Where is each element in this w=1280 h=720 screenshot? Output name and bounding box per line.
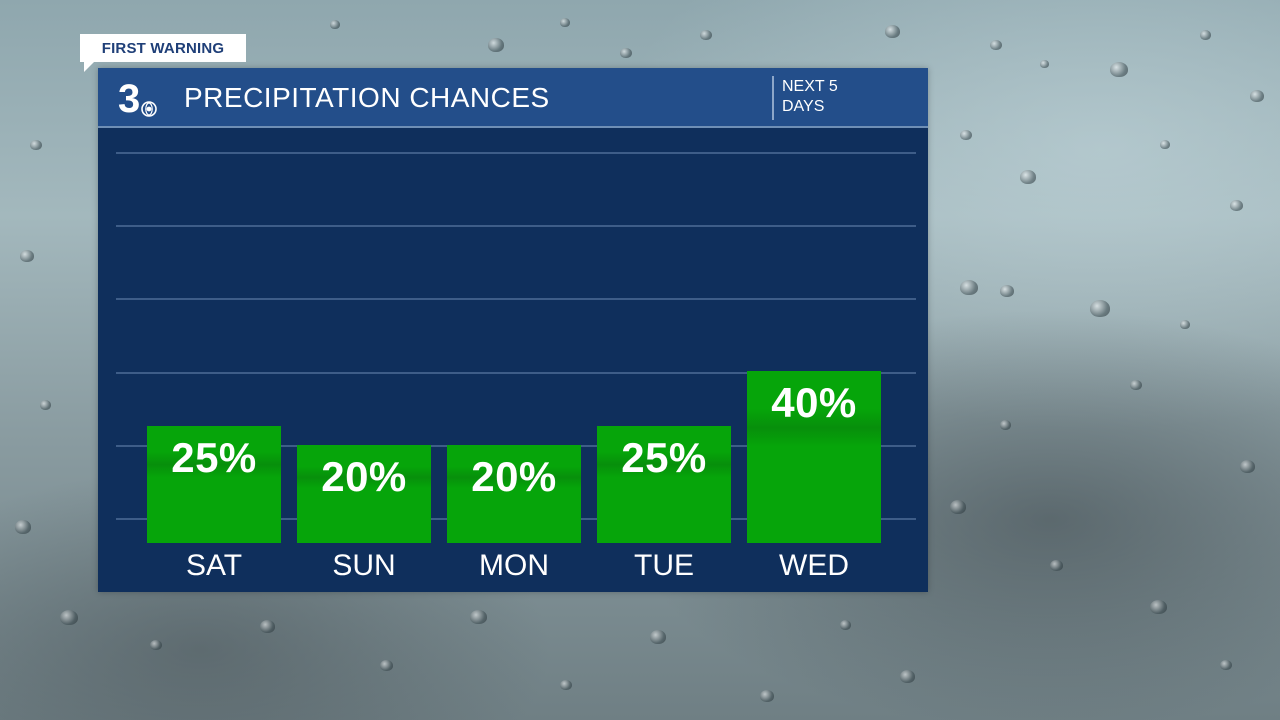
- day-label-sun: SUN: [332, 549, 396, 582]
- panel-header: 3 PRECIPITATION CHANCES NEXT 5 DAYS: [98, 68, 928, 128]
- chart-title: PRECIPITATION CHANCES: [184, 82, 550, 113]
- day-label-mon: MON: [479, 549, 549, 582]
- day-label-tue: TUE: [634, 549, 694, 582]
- svg-text:3: 3: [118, 77, 140, 118]
- bar-wed: 40%: [747, 371, 881, 543]
- badge-label: FIRST WARNING: [101, 39, 225, 57]
- first-warning-badge: FIRST WARNING: [80, 34, 246, 72]
- bar-mon: 20%: [447, 445, 581, 543]
- bar-chart: 25% 20% 20% 25% 40% SAT SUN MON TUE WED: [98, 68, 928, 592]
- precipitation-panel: 3 PRECIPITATION CHANCES NEXT 5 DAYS 25% …: [98, 68, 928, 592]
- day-label-wed: WED: [779, 549, 849, 582]
- bar-value: 40%: [771, 379, 857, 426]
- bar-tue: 25%: [597, 426, 731, 543]
- bar-sun: 20%: [297, 445, 431, 543]
- bar-value: 20%: [321, 453, 407, 500]
- gridline: [116, 372, 916, 374]
- day-label-sat: SAT: [185, 549, 243, 582]
- gridline: [116, 152, 916, 154]
- bar-value: 20%: [471, 453, 557, 500]
- subtitle-line-2: DAYS: [782, 98, 825, 115]
- station-logo-icon: 3: [118, 77, 157, 118]
- bar-sat: 25%: [147, 426, 281, 543]
- bar-value: 25%: [171, 434, 257, 481]
- gridline: [116, 225, 916, 227]
- gridline: [116, 298, 916, 300]
- subtitle-line-1: NEXT 5: [782, 78, 838, 95]
- chart-subtitle: NEXT 5 DAYS: [782, 77, 838, 117]
- header-divider: [772, 76, 774, 120]
- bar-value: 25%: [621, 434, 707, 481]
